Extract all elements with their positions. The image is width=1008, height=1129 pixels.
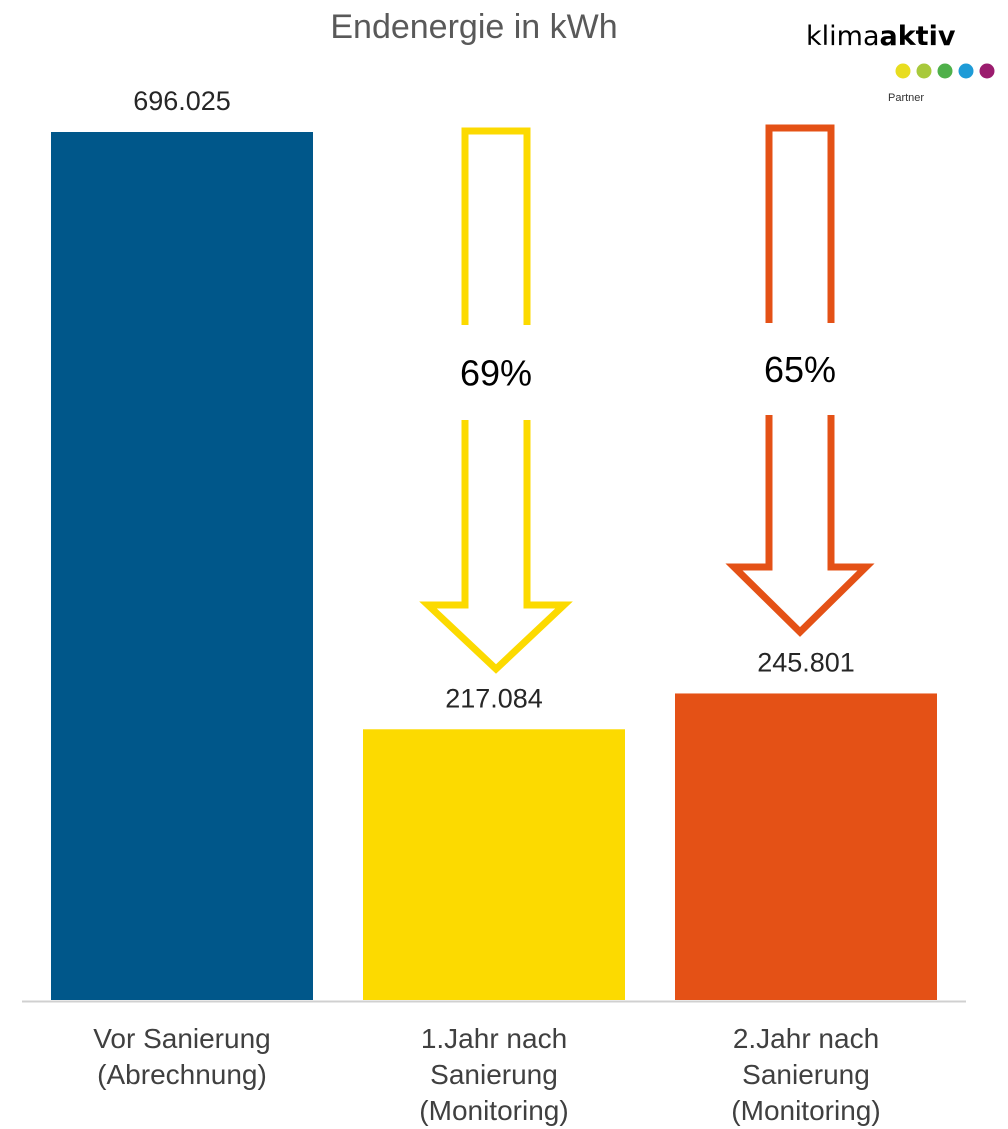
logo-dot-3	[937, 63, 953, 79]
logo-word-regular: klima	[806, 21, 880, 52]
bars	[51, 132, 937, 1000]
reduction-arrows: 69% 65%	[419, 124, 875, 674]
logo-wordmark: klimaaktiv	[806, 21, 956, 52]
arrow-head	[419, 420, 573, 674]
value-labels: 696.025 217.084 245.801	[133, 86, 855, 713]
bar-3	[675, 693, 937, 1000]
logo-dots	[895, 63, 995, 79]
logo-dot-4	[958, 63, 974, 79]
logo-partner-label: Partner	[888, 92, 924, 104]
bar-1	[51, 132, 313, 1000]
category-label-1: Vor Sanierung (Abrechnung)	[93, 1023, 270, 1090]
logo-dot-2	[916, 63, 932, 79]
reduction-percent-1: 69%	[460, 353, 532, 394]
reduction-arrow-2: 65%	[725, 124, 875, 637]
arrow-head	[725, 415, 875, 637]
bar-2	[363, 729, 625, 1000]
logo-dot-5	[979, 63, 995, 79]
category-label-2: 1.Jahr nach Sanierung (Monitoring)	[419, 1023, 568, 1126]
arrow-shaft-top	[461, 127, 531, 325]
arrow-shaft-top	[765, 124, 835, 323]
category-label-3: 2.Jahr nach Sanierung (Monitoring)	[731, 1023, 880, 1126]
category-labels: Vor Sanierung (Abrechnung) 1.Jahr nach Sani…	[93, 1023, 880, 1126]
klimaaktiv-logo: klimaaktiv Partner	[806, 21, 995, 104]
reduction-arrow-1: 69%	[419, 127, 573, 674]
chart-title: Endenergie in kWh	[330, 8, 617, 46]
logo-word-bold: aktiv	[880, 21, 956, 52]
value-label-3: 245.801	[757, 647, 855, 677]
reduction-percent-2: 65%	[764, 349, 836, 390]
logo-dot-1	[895, 63, 911, 79]
value-label-2: 217.084	[445, 683, 543, 713]
value-label-1: 696.025	[133, 86, 231, 116]
